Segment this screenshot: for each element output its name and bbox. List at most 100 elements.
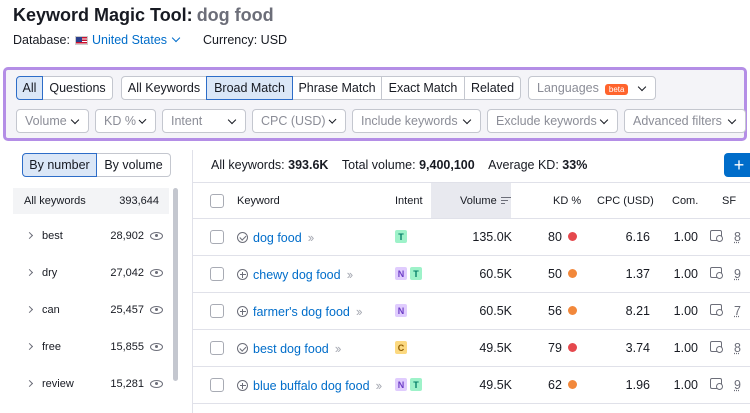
kd-dot-icon xyxy=(568,269,577,278)
intent-badges: T xyxy=(395,230,407,243)
col-intent[interactable]: Intent xyxy=(395,195,423,207)
serp-features-icon[interactable] xyxy=(710,341,723,353)
cpc-value: 3.74 xyxy=(625,341,650,355)
database-select[interactable]: United States xyxy=(92,33,181,47)
sort-icon xyxy=(500,197,511,206)
plus-icon[interactable] xyxy=(237,380,248,391)
group-item[interactable]: can 25,457 xyxy=(13,291,169,328)
exclude-keywords-filter[interactable]: Exclude keywords xyxy=(487,109,618,133)
keyword-link[interactable]: best dog food ›› xyxy=(237,341,342,356)
chevron-down-icon xyxy=(727,115,737,124)
intent-filter[interactable]: Intent xyxy=(162,109,246,133)
sf-value[interactable]: 9 xyxy=(734,378,741,392)
row-checkbox[interactable] xyxy=(210,267,224,281)
eye-icon[interactable] xyxy=(150,268,163,277)
col-sf[interactable]: SF xyxy=(722,195,737,207)
tab-questions[interactable]: Questions xyxy=(43,76,113,100)
cpc-filter[interactable]: CPC (USD) xyxy=(252,109,346,133)
kd-value: 79 xyxy=(548,341,562,355)
row-checkbox[interactable] xyxy=(210,304,224,318)
intent-filter-label: Intent xyxy=(171,114,203,128)
sf-value[interactable]: 8 xyxy=(734,341,741,355)
double-chevron-icon[interactable]: ›› xyxy=(307,230,315,245)
volume-filter[interactable]: Volume xyxy=(16,109,89,133)
volume-column-highlight xyxy=(431,183,511,218)
by-volume-toggle[interactable]: By volume xyxy=(97,153,171,177)
eye-icon[interactable] xyxy=(150,342,163,351)
row-checkbox[interactable] xyxy=(210,341,224,355)
row-checkbox[interactable] xyxy=(210,230,224,244)
volume-value: 49.5K xyxy=(479,341,512,355)
keyword-link[interactable]: blue buffalo dog food ›› xyxy=(237,378,383,393)
sf-value[interactable]: 8 xyxy=(734,230,741,244)
seed-keyword: dog food xyxy=(196,5,274,25)
group-item[interactable]: dry 27,042 xyxy=(13,254,169,291)
group-item[interactable]: review 15,281 xyxy=(13,365,169,402)
groups-scrollbar[interactable] xyxy=(173,188,178,381)
row-checkbox[interactable] xyxy=(210,378,224,392)
eye-icon[interactable] xyxy=(150,379,163,388)
plus-icon[interactable] xyxy=(237,306,248,317)
groups-header-label: All keywords xyxy=(24,195,86,207)
col-kd[interactable]: KD % xyxy=(553,195,582,207)
col-keyword[interactable]: Keyword xyxy=(237,195,280,207)
double-chevron-icon[interactable]: ›› xyxy=(355,304,363,319)
check-icon[interactable] xyxy=(237,343,248,354)
com-value: 1.00 xyxy=(673,304,698,318)
check-icon[interactable] xyxy=(237,232,248,243)
groups-header[interactable]: All keywords 393,644 xyxy=(13,188,169,214)
by-number-toggle[interactable]: By number xyxy=(22,153,97,177)
serp-features-icon[interactable] xyxy=(710,230,723,242)
languages-dropdown[interactable]: Languages beta xyxy=(528,76,656,100)
group-item[interactable]: best 28,902 xyxy=(13,217,169,254)
table-row: chewy dog food ›› N T 60.5K 50 1.37 1.00 9 xyxy=(193,256,750,293)
keyword-text: blue buffalo dog food xyxy=(253,378,370,393)
serp-features-icon[interactable] xyxy=(710,304,723,316)
tab-exact-match[interactable]: Exact Match xyxy=(382,76,465,100)
advanced-filters[interactable]: Advanced filters xyxy=(624,109,746,133)
add-to-list-button[interactable]: + xyxy=(724,153,750,177)
group-item[interactable]: free 15,855 xyxy=(13,328,169,365)
cpc-filter-label: CPC (USD) xyxy=(261,114,326,128)
volume-value: 60.5K xyxy=(479,304,512,318)
double-chevron-icon[interactable]: ›› xyxy=(334,341,342,356)
kd-dot-icon xyxy=(568,306,577,315)
double-chevron-icon[interactable]: ›› xyxy=(375,378,383,393)
tab-all[interactable]: All xyxy=(16,76,43,100)
tab-all-keywords[interactable]: All Keywords xyxy=(121,76,207,100)
tab-phrase-match[interactable]: Phrase Match xyxy=(293,76,382,100)
kd-filter[interactable]: KD % xyxy=(95,109,156,133)
col-volume[interactable]: Volume xyxy=(460,195,511,207)
database-label: Database: xyxy=(13,33,70,47)
tool-name: Keyword Magic Tool: xyxy=(13,5,193,25)
intent-badge: C xyxy=(395,341,407,354)
serp-features-icon[interactable] xyxy=(710,267,723,279)
sf-value[interactable]: 7 xyxy=(734,304,741,318)
volume-value: 60.5K xyxy=(479,267,512,281)
group-word: free xyxy=(42,340,61,353)
keyword-link[interactable]: dog food ›› xyxy=(237,230,315,245)
tab-related[interactable]: Related xyxy=(465,76,521,100)
languages-label: Languages xyxy=(537,81,599,95)
col-com[interactable]: Com. xyxy=(672,195,699,207)
group-count: 28,902 xyxy=(110,229,144,242)
group-word: review xyxy=(42,377,74,390)
col-cpc[interactable]: CPC (USD) xyxy=(597,195,654,207)
tab-broad-match[interactable]: Broad Match xyxy=(206,76,293,100)
chevron-down-icon xyxy=(227,115,237,124)
kd-value: 56 xyxy=(548,304,562,318)
serp-features-icon[interactable] xyxy=(710,378,723,390)
include-keywords-filter[interactable]: Include keywords xyxy=(352,109,481,133)
sf-value[interactable]: 9 xyxy=(734,267,741,281)
double-chevron-icon[interactable]: ›› xyxy=(346,267,354,282)
group-count: 15,281 xyxy=(110,377,144,390)
table-row: blue buffalo dog food ›› N T 49.5K 62 1.96 1.00… xyxy=(193,367,750,404)
eye-icon[interactable] xyxy=(150,305,163,314)
keyword-link[interactable]: chewy dog food ›› xyxy=(237,267,354,282)
kd-value: 80 xyxy=(548,230,562,244)
plus-icon[interactable] xyxy=(237,269,248,280)
select-all-checkbox[interactable] xyxy=(210,194,224,208)
eye-icon[interactable] xyxy=(150,231,163,240)
keyword-link[interactable]: farmer's dog food ›› xyxy=(237,304,363,319)
com-value: 1.00 xyxy=(673,378,698,392)
